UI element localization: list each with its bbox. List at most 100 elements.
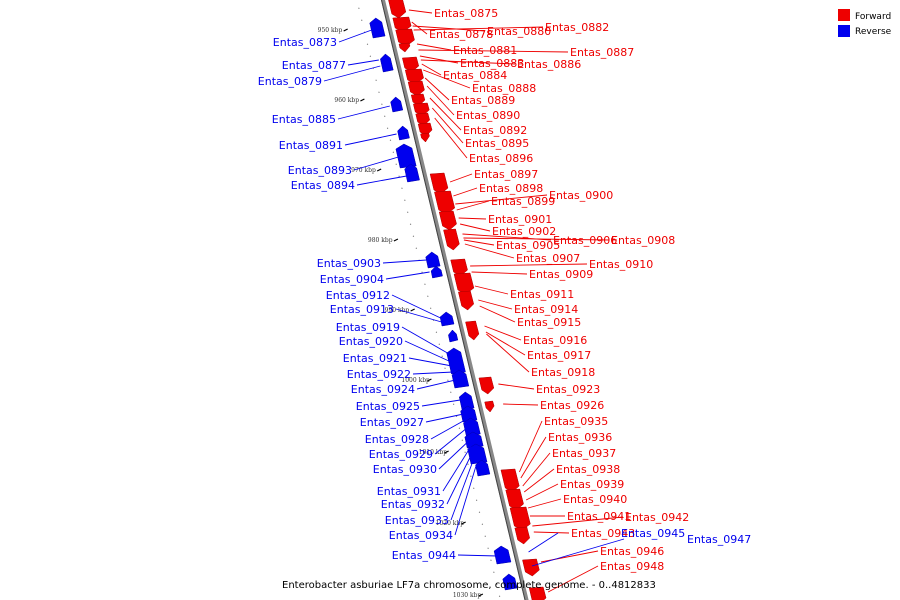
gene-label-entas-0875[interactable]: Entas_0875 bbox=[434, 7, 498, 20]
gene-label-entas-0929[interactable]: Entas_0929 bbox=[369, 448, 433, 461]
forward-leader-line bbox=[419, 55, 459, 64]
gene-label-entas-0948[interactable]: Entas_0948 bbox=[600, 560, 664, 573]
reverse-leader-line bbox=[401, 326, 450, 355]
gene-label-entas-0898[interactable]: Entas_0898 bbox=[479, 182, 543, 195]
gene-label-entas-0900[interactable]: Entas_0900 bbox=[549, 189, 613, 202]
gene-label-entas-0920[interactable]: Entas_0920 bbox=[339, 335, 403, 348]
gene-label-entas-0903[interactable]: Entas_0903 bbox=[317, 257, 381, 270]
gene-label-entas-0904[interactable]: Entas_0904 bbox=[320, 273, 384, 286]
gene-label-entas-0939[interactable]: Entas_0939 bbox=[560, 478, 624, 491]
gene-label-entas-0906[interactable]: Entas_0906 bbox=[553, 234, 617, 247]
gene-label-entas-0937[interactable]: Entas_0937 bbox=[552, 447, 616, 460]
gene-label-entas-0907[interactable]: Entas_0907 bbox=[516, 252, 580, 265]
gene-label-entas-0894[interactable]: Entas_0894 bbox=[291, 179, 355, 192]
gene-label-entas-0889[interactable]: Entas_0889 bbox=[451, 94, 515, 107]
gene-label-entas-0936[interactable]: Entas_0936 bbox=[548, 431, 612, 444]
gene-label-entas-0928[interactable]: Entas_0928 bbox=[365, 433, 429, 446]
gene-label-entas-0891[interactable]: Entas_0891 bbox=[279, 139, 343, 152]
gene-label-entas-0888[interactable]: Entas_0888 bbox=[472, 82, 536, 95]
gene-label-entas-0883[interactable]: Entas_0883 bbox=[460, 57, 524, 70]
gene-label-entas-0922[interactable]: Entas_0922 bbox=[347, 368, 411, 381]
gene-label-entas-0938[interactable]: Entas_0938 bbox=[556, 463, 620, 476]
forward-leader-line bbox=[484, 325, 522, 341]
gene-label-entas-0943[interactable]: Entas_0943 bbox=[571, 527, 635, 540]
gene-label-entas-0902[interactable]: Entas_0902 bbox=[492, 225, 556, 238]
gene-label-entas-0890[interactable]: Entas_0890 bbox=[456, 109, 520, 122]
gene-label-entas-0912[interactable]: Entas_0912 bbox=[326, 289, 390, 302]
legend-forward-label: Forward bbox=[855, 12, 891, 22]
gene-label-entas-0909[interactable]: Entas_0909 bbox=[529, 268, 593, 281]
gene-label-entas-0896[interactable]: Entas_0896 bbox=[469, 152, 533, 165]
forward-leader-line bbox=[519, 420, 543, 473]
forward-leader-line bbox=[456, 200, 490, 211]
scale-tick-mark bbox=[343, 28, 348, 32]
reverse-leader-line bbox=[457, 554, 498, 557]
legend-reverse-swatch bbox=[838, 25, 850, 37]
forward-gene-block bbox=[434, 190, 456, 215]
minor-tick bbox=[361, 19, 363, 21]
gene-label-entas-0910[interactable]: Entas_0910 bbox=[589, 258, 653, 271]
gene-label-entas-0877[interactable]: Entas_0877 bbox=[282, 59, 346, 72]
gene-label-entas-0893[interactable]: Entas_0893 bbox=[288, 164, 352, 177]
gene-label-entas-0879[interactable]: Entas_0879 bbox=[258, 75, 322, 88]
gene-label-entas-0899[interactable]: Entas_0899 bbox=[491, 195, 555, 208]
gene-label-entas-0932[interactable]: Entas_0932 bbox=[381, 498, 445, 511]
reverse-gene-block bbox=[451, 369, 470, 389]
reverse-leader-line bbox=[408, 357, 453, 367]
gene-label-entas-0923[interactable]: Entas_0923 bbox=[536, 383, 600, 396]
gene-label-entas-0925[interactable]: Entas_0925 bbox=[356, 400, 420, 413]
gene-label-entas-0942[interactable]: Entas_0942 bbox=[625, 511, 689, 524]
gene-label-entas-0944[interactable]: Entas_0944 bbox=[392, 549, 456, 562]
reverse-leader-line bbox=[391, 294, 441, 319]
gene-label-entas-0919[interactable]: Entas_0919 bbox=[336, 321, 400, 334]
reverse-gene-block bbox=[493, 545, 512, 565]
gene-label-entas-0924[interactable]: Entas_0924 bbox=[351, 383, 415, 396]
gene-label-entas-0895[interactable]: Entas_0895 bbox=[465, 137, 529, 150]
gene-label-entas-0921[interactable]: Entas_0921 bbox=[343, 352, 407, 365]
gene-label-entas-0882[interactable]: Entas_0882 bbox=[545, 21, 609, 34]
gene-label-entas-0913[interactable]: Entas_0913 bbox=[330, 303, 394, 316]
gene-label-entas-0908[interactable]: Entas_0908 bbox=[611, 234, 675, 247]
gene-label-entas-0946[interactable]: Entas_0946 bbox=[600, 545, 664, 558]
gene-label-entas-0934[interactable]: Entas_0934 bbox=[389, 529, 453, 542]
gene-label-entas-0933[interactable]: Entas_0933 bbox=[385, 514, 449, 527]
gene-label-entas-0905[interactable]: Entas_0905 bbox=[496, 239, 560, 252]
forward-gene-block bbox=[402, 56, 420, 73]
forward-leader-line bbox=[479, 305, 516, 323]
gene-label-entas-0897[interactable]: Entas_0897 bbox=[474, 168, 538, 181]
gene-label-entas-0914[interactable]: Entas_0914 bbox=[514, 303, 578, 316]
gene-label-entas-0927[interactable]: Entas_0927 bbox=[360, 416, 424, 429]
gene-label-entas-0881[interactable]: Entas_0881 bbox=[453, 44, 517, 57]
forward-leader-line bbox=[464, 243, 515, 259]
gene-label-entas-0884[interactable]: Entas_0884 bbox=[443, 69, 507, 82]
reverse-gene-block bbox=[395, 143, 417, 169]
gene-label-entas-0940[interactable]: Entas_0940 bbox=[563, 493, 627, 506]
gene-label-entas-0945[interactable]: Entas_0945 bbox=[621, 527, 685, 540]
gene-label-entas-0885[interactable]: Entas_0885 bbox=[272, 113, 336, 126]
gene-label-entas-0917[interactable]: Entas_0917 bbox=[527, 349, 591, 362]
reverse-leader-line bbox=[353, 155, 402, 171]
gene-label-entas-0887[interactable]: Entas_0887 bbox=[570, 46, 634, 59]
forward-gene-block bbox=[458, 290, 474, 311]
gene-label-entas-0926[interactable]: Entas_0926 bbox=[540, 399, 604, 412]
forward-leader-line bbox=[408, 9, 433, 14]
gene-label-entas-0880[interactable]: Entas_0880 bbox=[487, 25, 551, 38]
minor-tick bbox=[481, 523, 484, 525]
gene-label-entas-0901[interactable]: Entas_0901 bbox=[488, 213, 552, 226]
gene-label-entas-0941[interactable]: Entas_0941 bbox=[567, 510, 631, 523]
reverse-leader-line bbox=[430, 419, 466, 440]
gene-label-entas-0915[interactable]: Entas_0915 bbox=[517, 316, 581, 329]
gene-label-entas-0886[interactable]: Entas_0886 bbox=[517, 58, 581, 71]
gene-label-entas-0873[interactable]: Entas_0873 bbox=[273, 36, 337, 49]
gene-label-entas-0911[interactable]: Entas_0911 bbox=[510, 288, 574, 301]
gene-label-entas-0878[interactable]: Entas_0878 bbox=[429, 28, 493, 41]
forward-gene-block bbox=[500, 468, 520, 493]
gene-label-entas-0930[interactable]: Entas_0930 bbox=[373, 463, 437, 476]
gene-label-entas-0935[interactable]: Entas_0935 bbox=[544, 415, 608, 428]
gene-label-entas-0918[interactable]: Entas_0918 bbox=[531, 366, 595, 379]
gene-label-entas-0916[interactable]: Entas_0916 bbox=[523, 334, 587, 347]
gene-label-entas-0947[interactable]: Entas_0947 bbox=[687, 533, 751, 546]
gene-label-entas-0931[interactable]: Entas_0931 bbox=[377, 485, 441, 498]
gene-label-entas-0892[interactable]: Entas_0892 bbox=[463, 124, 527, 137]
